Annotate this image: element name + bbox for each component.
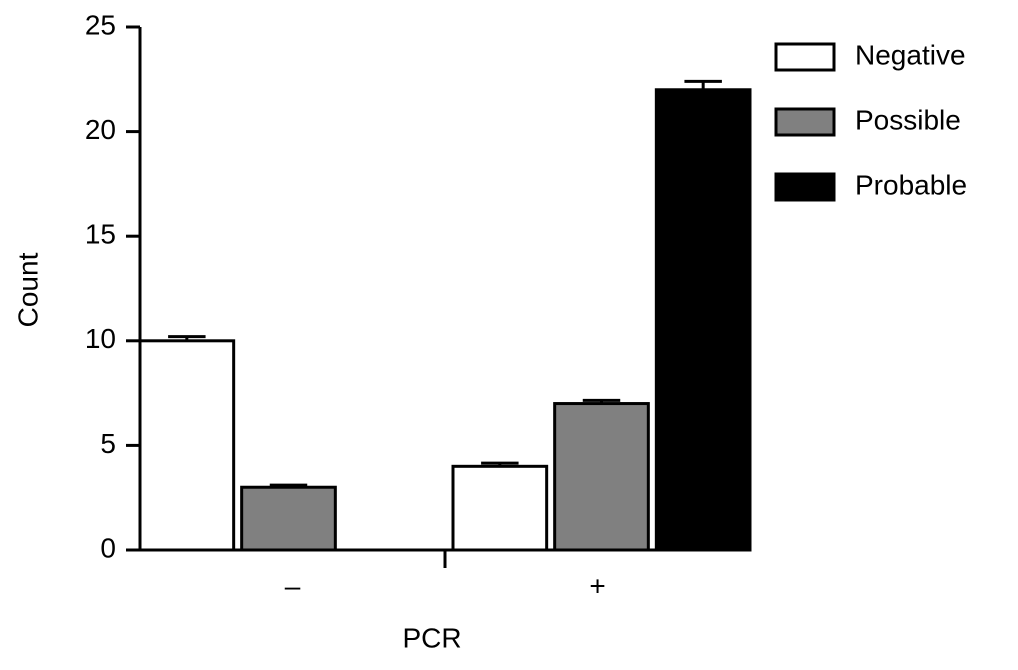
- x-tick-label: +: [589, 570, 605, 601]
- y-tick-label: 0: [100, 532, 116, 563]
- legend-label: Possible: [855, 104, 961, 135]
- legend-label: Negative: [855, 39, 966, 70]
- bar: [138, 339, 236, 552]
- y-tick-label: 20: [85, 114, 116, 145]
- legend-label: Probable: [855, 169, 967, 200]
- bar: [240, 485, 337, 552]
- y-tick-label: 25: [85, 9, 116, 40]
- bar: [654, 88, 752, 552]
- y-tick-label: 15: [85, 219, 116, 250]
- bar: [553, 402, 650, 552]
- y-tick-label: 5: [100, 428, 116, 459]
- x-axis-label: PCR: [402, 622, 461, 653]
- legend-swatch: [774, 42, 836, 72]
- legend-swatch: [774, 172, 836, 202]
- legend-swatch: [774, 107, 836, 137]
- y-tick-label: 10: [85, 323, 116, 354]
- y-axis-label: Count: [12, 252, 43, 327]
- x-tick-label: –: [285, 570, 301, 601]
- bar: [451, 464, 549, 552]
